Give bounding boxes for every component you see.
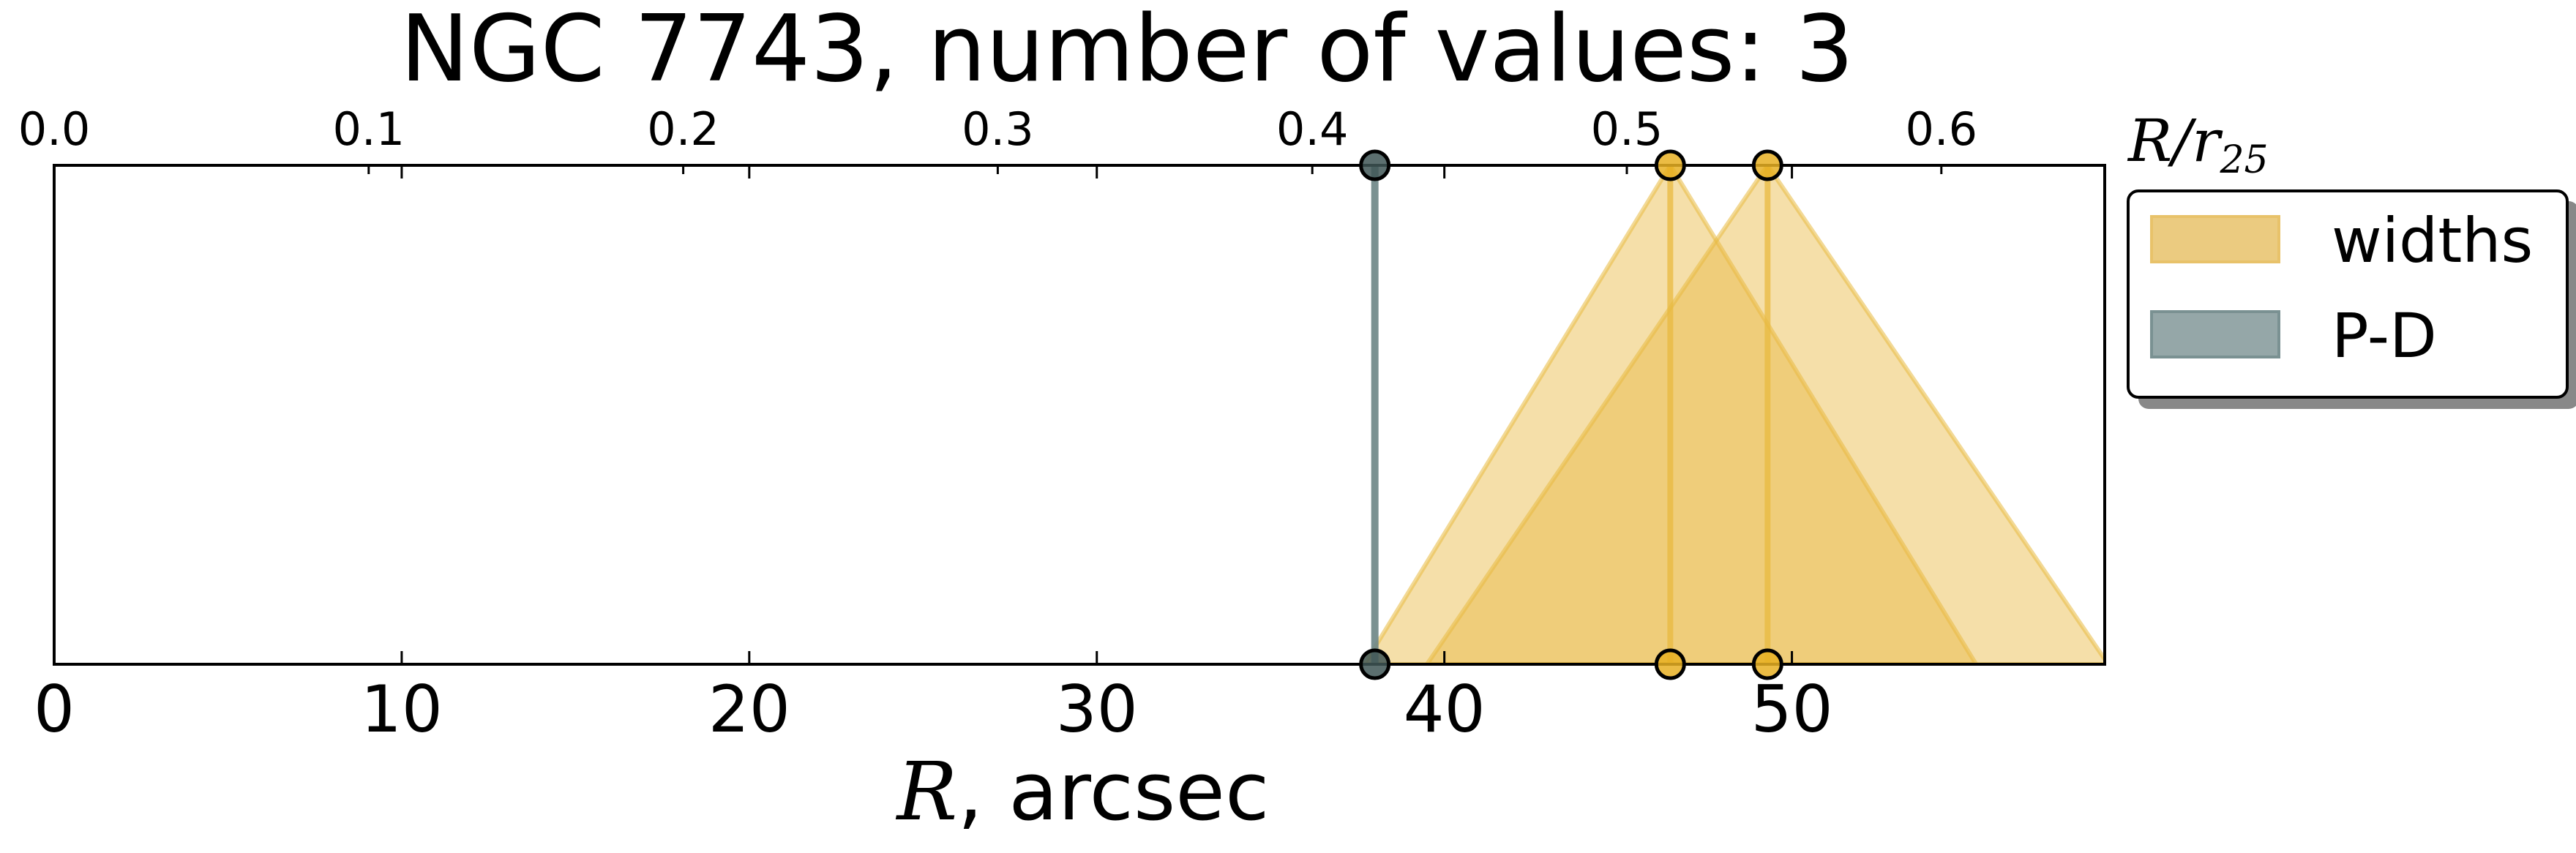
x-tick-label: 40 [1404,672,1486,747]
widths-point [1751,149,1783,181]
x-axis-label-variable: R [896,745,958,838]
x-tick-label: 0 [34,672,75,747]
widths-point [1751,648,1783,680]
legend-label-widths: widths [2332,205,2533,277]
plot-frame [53,164,2106,666]
top-axis: 0.0 0.1 0.2 0.3 0.4 0.5 0.6 [18,102,1977,174]
legend: widths P-D [2127,189,2576,409]
top-tick-label: 0.2 [647,102,719,156]
top-tick-label: 0.0 [18,102,91,156]
x-tick-label: 10 [361,672,443,747]
x-tick-label: 20 [708,672,790,747]
chart-title: NGC 7743, number of values: 3 [400,0,1854,102]
legend-label-p-d: P-D [2332,300,2437,372]
top-tick-label: 0.6 [1905,102,1977,156]
widths-point [1654,149,1686,181]
p-d-point [1359,648,1391,680]
x-tick-label: 50 [1751,672,1833,747]
top-axis-label-main: R/r [2127,107,2223,175]
x-tick-label: 30 [1056,672,1138,747]
top-tick-label: 0.5 [1591,102,1663,156]
top-axis-label: R/r25 [2127,107,2269,182]
x-axis-label: R, arcsec [896,745,1270,838]
top-axis-label-subscript: 25 [2219,138,2268,182]
x-axis-label-unit: , arcsec [957,745,1269,838]
p-d-point [1359,149,1391,181]
top-tick-label: 0.3 [962,102,1034,156]
top-tick-label: 0.4 [1276,102,1349,156]
legend-swatch-p-d [2150,310,2280,358]
plot-marks [53,149,2106,680]
widths-point [1654,648,1686,680]
legend-swatch-widths [2150,215,2280,263]
bottom-axis: 0 10 20 30 40 50 [34,165,1833,747]
top-tick-label: 0.1 [332,102,405,156]
